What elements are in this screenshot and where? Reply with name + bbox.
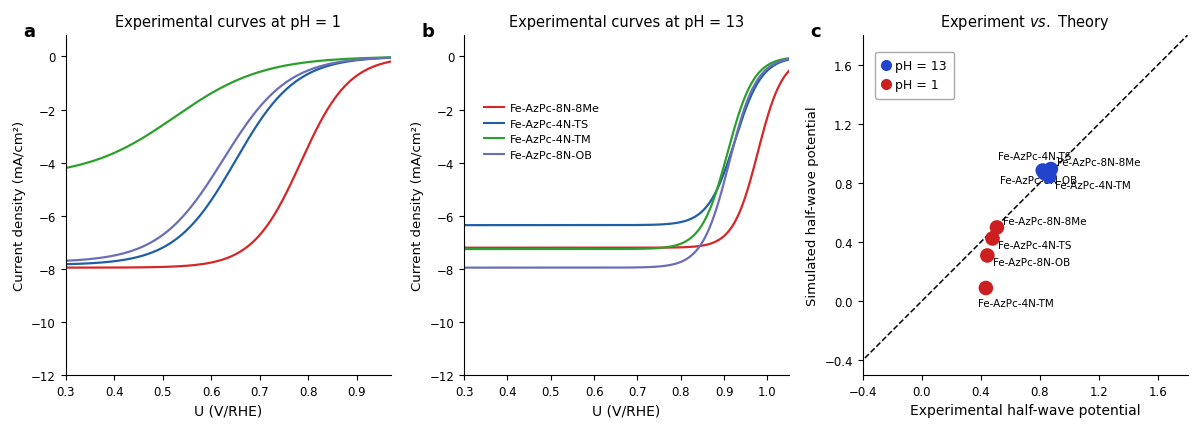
Text: Fe-AzPc-4N-TS: Fe-AzPc-4N-TS [998, 240, 1072, 251]
Point [978, 252, 997, 259]
Title: Experimental curves at pH = 13: Experimental curves at pH = 13 [509, 15, 744, 29]
Text: Fe-AzPc-8N-8Me: Fe-AzPc-8N-8Me [1003, 217, 1086, 227]
Point [977, 285, 996, 292]
Point [988, 224, 1007, 231]
Point [983, 236, 1002, 243]
Text: a: a [24, 22, 36, 40]
X-axis label: U (V/RHE): U (V/RHE) [593, 404, 661, 418]
Title: Experiment $\it{vs.}$ Theory: Experiment $\it{vs.}$ Theory [940, 12, 1110, 31]
Point [1039, 174, 1058, 181]
Text: Fe-AzPc-4N-TM: Fe-AzPc-4N-TM [1055, 181, 1132, 191]
Text: Fe-AzPc-8N-OB: Fe-AzPc-8N-OB [994, 258, 1070, 267]
Text: b: b [422, 22, 434, 40]
Y-axis label: Current density (mA/cm²): Current density (mA/cm²) [410, 121, 424, 291]
Legend: Fe-AzPc-8N-8Me, Fe-AzPc-4N-TS, Fe-AzPc-4N-TM, Fe-AzPc-8N-OB: Fe-AzPc-8N-8Me, Fe-AzPc-4N-TS, Fe-AzPc-4… [479, 99, 604, 165]
Text: Fe-AzPc-8N-OB: Fe-AzPc-8N-OB [1000, 176, 1078, 186]
Text: Fe-AzPc-4N-TM: Fe-AzPc-4N-TM [978, 298, 1055, 308]
Text: Fe-AzPc-8N-8Me: Fe-AzPc-8N-8Me [1057, 157, 1140, 167]
Point [1042, 166, 1061, 173]
Point [1034, 170, 1054, 177]
Title: Experimental curves at pH = 1: Experimental curves at pH = 1 [115, 15, 341, 29]
Point [1033, 168, 1052, 175]
Legend: pH = 13, pH = 1: pH = 13, pH = 1 [875, 52, 954, 100]
Y-axis label: Simulated half-wave potential: Simulated half-wave potential [805, 106, 818, 305]
Y-axis label: Current density (mA/cm²): Current density (mA/cm²) [12, 121, 25, 291]
Text: c: c [810, 22, 821, 40]
X-axis label: U (V/RHE): U (V/RHE) [194, 404, 263, 418]
X-axis label: Experimental half-wave potential: Experimental half-wave potential [910, 404, 1140, 418]
Text: Fe-AzPc-4N-TS: Fe-AzPc-4N-TS [998, 151, 1072, 161]
